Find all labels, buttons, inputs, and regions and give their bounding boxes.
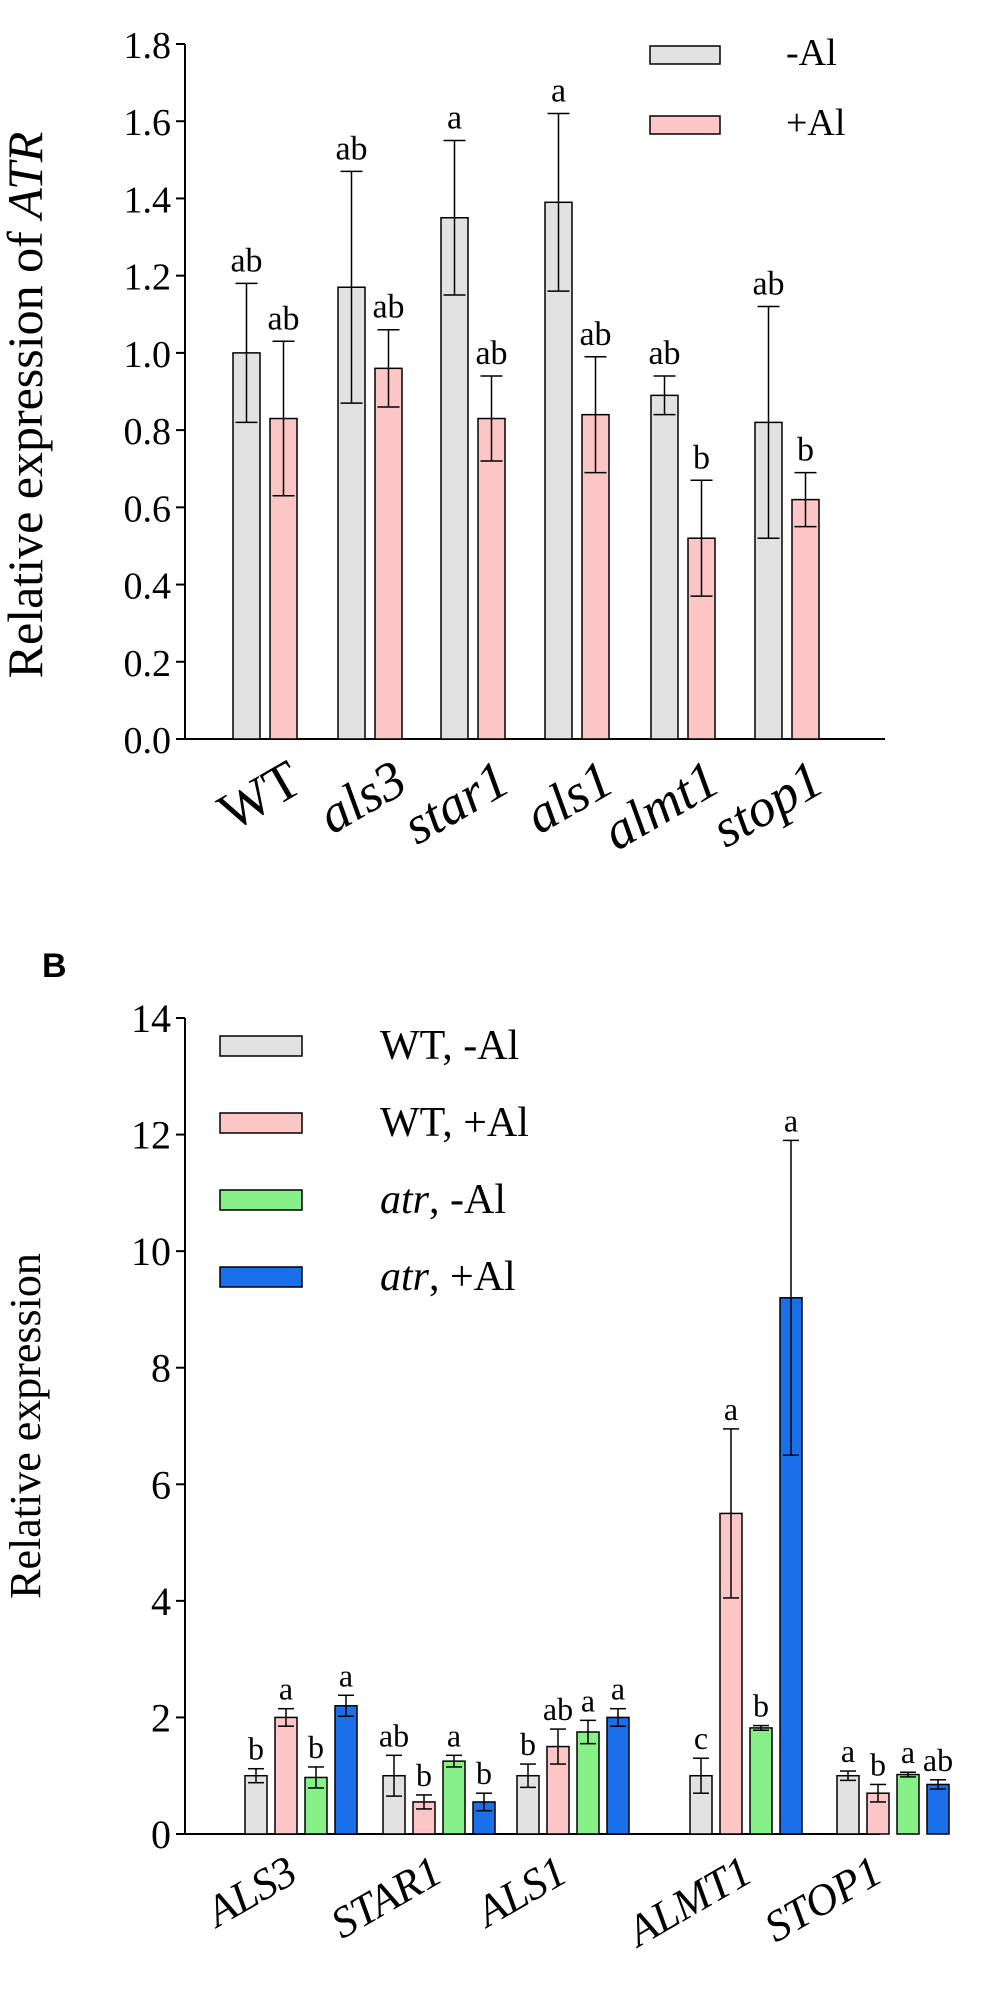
panel-a-y-tick-label: 0.0 [124,720,172,762]
panel-a-category-label: star1 [393,748,519,855]
panel-b-significance-letter: a [724,1391,738,1427]
panel-a-legend-swatch [649,45,721,65]
panel-b-significance-letter: b [308,1729,324,1765]
panel-a-bar [791,498,820,740]
panel-b-bar [442,1760,466,1835]
panel-b-significance-letter: a [784,1102,798,1138]
panel-b-y-tick-label: 8 [151,1346,171,1391]
panel-b-y-tick-label: 10 [131,1229,171,1274]
panel-b-legend-label: atr, +Al [380,1254,516,1300]
panel-b-legend-label: WT, -Al [380,1023,519,1069]
panel-b-bar [836,1774,860,1835]
panel-a-y-tick-label: 1.8 [124,25,172,67]
panel-b-significance-letter: c [694,1720,708,1756]
panel-a-significance-letter: b [797,432,814,469]
panel-a-significance-letter: ab [267,300,299,337]
panel-b-bar [334,1705,358,1835]
panel-a-significance-letter: ab [372,289,404,326]
panel-a-legend-label: -Al [786,32,837,74]
panel-b-legend-label: WT, +Al [380,1100,529,1146]
panel-a-significance-letter: ab [335,130,367,167]
panel-b-category-label: STOP1 [756,1846,890,1952]
panel-b-significance-letter: b [416,1757,432,1793]
panel-b-category-label: STAR1 [322,1846,450,1948]
panel-a-category-label: WT [208,748,311,842]
panel-b-y-axis-label: Relative expression [1,1253,50,1599]
panel-b-y-tick-label: 12 [131,1113,171,1158]
panel-a-significance-letter: ab [648,335,680,372]
panel-a-significance-letter: ab [230,242,262,279]
panel-a-y-tick-label: 0.6 [124,488,172,530]
panel-b-significance-letter: a [581,1682,595,1718]
panel-a-significance-letter: ab [475,335,507,372]
panel-a-y-axis-label: Relative expression of ATR [0,132,53,679]
panel-a-y-tick-label: 1.0 [124,334,172,376]
panel-a-y-tick-label: 1.4 [124,179,172,221]
panel-a-bar [650,394,679,740]
panel-a-y-tick-label: 0.4 [124,566,172,608]
panel-b-bar [606,1716,630,1835]
panel-b-y-tick-label: 2 [151,1695,171,1740]
panel-b-bar [576,1731,600,1835]
panel-a-y-tick-label: 1.6 [124,102,172,144]
panel-b-legend-swatch [219,1035,303,1057]
panel-a-bar [374,367,403,740]
panel-b-significance-letter: b [520,1726,536,1762]
panel-b-y-tick-label: 6 [151,1462,171,1507]
panel-a-significance-letter: a [447,100,462,137]
panel-b-significance-letter: b [248,1731,264,1767]
panel-b-category-label: ALMT1 [616,1846,760,1957]
panel-a-bar [440,217,469,740]
panel-a-y-tick-label: 1.2 [124,257,172,299]
panel-b-bar [896,1773,920,1835]
panel-a-category-label: als3 [308,748,416,845]
panel-b-significance-letter: a [841,1733,855,1769]
panel-a-y-tick-label: 0.8 [124,411,172,453]
panel-a-significance-letter: ab [579,316,611,353]
panel-b-legend-label: atr, -Al [380,1177,506,1223]
panel-a-chart: Relative expression of ATR 0.0 0.2 0.4 0.6 0… [0,25,885,862]
panel-b-bar [274,1716,298,1835]
panel-a-legend-label: +Al [786,102,845,144]
panel-b-legend-swatch [219,1266,303,1288]
panel-b-significance-letter: b [753,1688,769,1724]
panel-b-significance-letter: b [870,1746,886,1782]
panel-a-significance-letter: a [551,73,566,110]
panel-b-significance-letter: a [447,1717,461,1753]
panel-b-y-tick-label: 0 [151,1812,171,1857]
panel-a-bar [477,417,506,740]
panel-b-significance-letter: b [476,1755,492,1791]
panel-b-legend-swatch [219,1112,303,1134]
panel-a-significance-letter: b [693,439,710,476]
panel-b-y-tick-label: 4 [151,1579,171,1624]
panel-b-category-label: ALS1 [465,1846,575,1938]
panel-b-significance-letter: ab [543,1691,573,1727]
panel-b-significance-letter: ab [379,1717,409,1753]
panel-b-bar [244,1774,268,1835]
panel-a-category-label: stop1 [702,748,833,858]
panel-b-bar [926,1783,950,1835]
panel-a-legend-swatch [649,115,721,135]
panel-a-significance-letter: ab [752,266,784,303]
panel-a-y-tick-label: 0.2 [124,643,172,685]
panel-b-label: B [42,947,67,985]
panel-b-y-tick-label: 14 [131,996,171,1041]
panel-b-significance-letter: a [611,1671,625,1707]
panel-b-category-label: ALS3 [195,1846,305,1938]
panel-b-significance-letter: a [901,1734,915,1770]
panel-b-significance-letter: ab [923,1742,953,1778]
panel-b-legend-swatch [219,1189,303,1211]
panel-b-significance-letter: a [279,1671,293,1707]
panel-b-bar [749,1727,773,1835]
panel-b-significance-letter: a [339,1657,353,1693]
